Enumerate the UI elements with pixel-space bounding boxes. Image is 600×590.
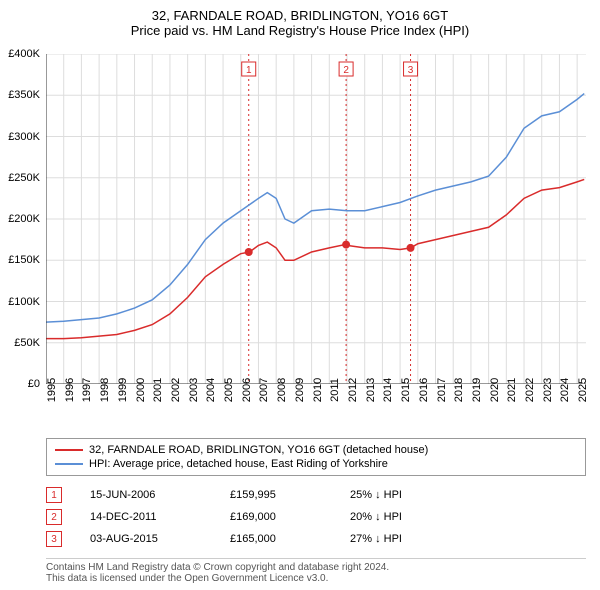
y-axis: £0£50K£100K£150K£200K£250K£300K£350K£400…	[0, 54, 44, 384]
legend-swatch-property	[55, 449, 83, 451]
x-tick-label: 2002	[170, 378, 182, 402]
y-tick-label: £150K	[8, 254, 40, 266]
chart-subtitle: Price paid vs. HM Land Registry's House …	[0, 23, 600, 42]
x-tick-label: 2015	[400, 378, 412, 402]
sale-date: 03-AUG-2015	[90, 533, 230, 545]
sale-marker: 1	[46, 487, 62, 503]
y-tick-label: £400K	[8, 48, 40, 60]
sale-row: 1 15-JUN-2006£159,99525% ↓ HPI	[46, 484, 586, 506]
y-tick-label: £0	[28, 378, 40, 390]
x-tick-label: 2004	[205, 378, 217, 402]
x-tick-label: 2023	[542, 378, 554, 402]
legend-label-hpi: HPI: Average price, detached house, East…	[89, 458, 388, 470]
x-tick-label: 2008	[276, 378, 288, 402]
sale-row: 2 14-DEC-2011£169,00020% ↓ HPI	[46, 506, 586, 528]
x-tick-label: 2009	[294, 378, 306, 402]
y-tick-label: £50K	[14, 337, 40, 349]
x-tick-label: 2021	[506, 378, 518, 402]
x-tick-label: 2013	[365, 378, 377, 402]
footer-attribution: Contains HM Land Registry data © Crown c…	[46, 558, 586, 584]
x-tick-label: 2020	[489, 378, 501, 402]
x-tick-label: 2016	[418, 378, 430, 402]
sale-row: 3 03-AUG-2015£165,00027% ↓ HPI	[46, 528, 586, 550]
x-tick-label: 2018	[453, 378, 465, 402]
legend-swatch-hpi	[55, 463, 83, 465]
x-tick-label: 2010	[312, 378, 324, 402]
x-tick-label: 2001	[152, 378, 164, 402]
sale-diff: 25% ↓ HPI	[350, 489, 470, 501]
x-tick-label: 2019	[471, 378, 483, 402]
sale-date: 15-JUN-2006	[90, 489, 230, 501]
svg-text:1: 1	[246, 65, 252, 76]
chart-plot-area: 1 2 3	[46, 54, 586, 384]
legend-label-property: 32, FARNDALE ROAD, BRIDLINGTON, YO16 6GT…	[89, 444, 428, 456]
sale-date: 14-DEC-2011	[90, 511, 230, 523]
x-tick-label: 2012	[347, 378, 359, 402]
sale-diff: 27% ↓ HPI	[350, 533, 470, 545]
sale-diff: 20% ↓ HPI	[350, 511, 470, 523]
y-tick-label: £300K	[8, 131, 40, 143]
legend-item-property: 32, FARNDALE ROAD, BRIDLINGTON, YO16 6GT…	[55, 443, 577, 457]
svg-text:3: 3	[408, 65, 414, 76]
x-tick-label: 1996	[64, 378, 76, 402]
x-axis: 1995199619971998199920002001200220032004…	[46, 390, 586, 440]
chart-title: 32, FARNDALE ROAD, BRIDLINGTON, YO16 6GT	[0, 0, 600, 23]
chart-svg: 1 2 3	[46, 54, 586, 384]
footer-line2: This data is licensed under the Open Gov…	[46, 573, 586, 584]
x-tick-label: 2024	[559, 378, 571, 402]
x-tick-label: 1999	[117, 378, 129, 402]
x-tick-label: 2011	[329, 378, 341, 402]
x-tick-label: 2003	[188, 378, 200, 402]
legend: 32, FARNDALE ROAD, BRIDLINGTON, YO16 6GT…	[46, 438, 586, 476]
x-tick-label: 2025	[577, 378, 589, 402]
x-tick-label: 1997	[81, 378, 93, 402]
sale-marker: 3	[46, 531, 62, 547]
x-tick-label: 2000	[135, 378, 147, 402]
sale-marker: 2	[46, 509, 62, 525]
x-tick-label: 2006	[241, 378, 253, 402]
x-tick-label: 2022	[524, 378, 536, 402]
x-tick-label: 2017	[436, 378, 448, 402]
y-tick-label: £350K	[8, 89, 40, 101]
y-tick-label: £250K	[8, 172, 40, 184]
x-tick-label: 2005	[223, 378, 235, 402]
sale-price: £159,995	[230, 489, 350, 501]
y-tick-label: £200K	[8, 213, 40, 225]
sales-table: 1 15-JUN-2006£159,99525% ↓ HPI 2 14-DEC-201…	[46, 484, 586, 550]
footer-line1: Contains HM Land Registry data © Crown c…	[46, 562, 586, 573]
x-tick-label: 2007	[258, 378, 270, 402]
y-tick-label: £100K	[8, 296, 40, 308]
sale-price: £169,000	[230, 511, 350, 523]
x-tick-label: 1995	[46, 378, 58, 402]
sale-price: £165,000	[230, 533, 350, 545]
x-tick-label: 2014	[382, 378, 394, 402]
svg-text:2: 2	[343, 65, 349, 76]
x-tick-label: 1998	[99, 378, 111, 402]
legend-item-hpi: HPI: Average price, detached house, East…	[55, 457, 577, 471]
